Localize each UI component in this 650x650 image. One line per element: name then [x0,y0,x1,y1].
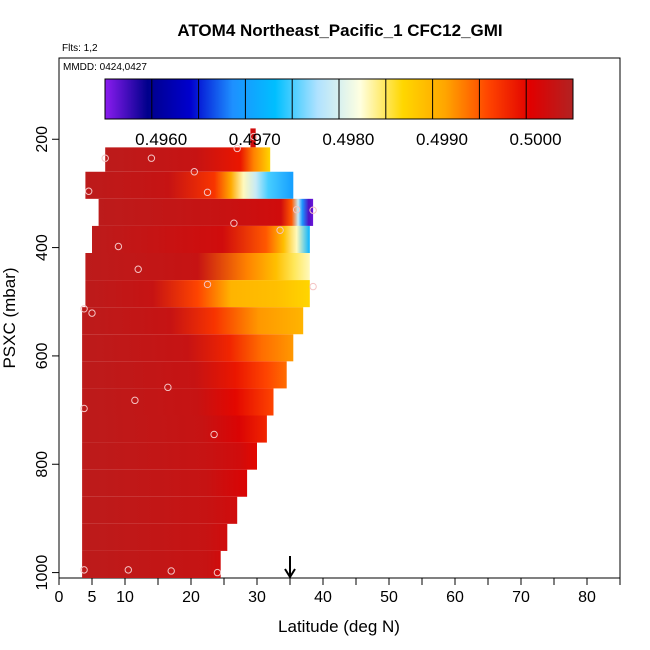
sample-point [131,396,139,405]
colorbar-tick-label: 0.4990 [416,130,468,149]
heatmap-row [92,225,310,253]
sample-point [203,280,212,289]
heatmap-layer [82,128,314,578]
chart-title: ATOM4 Northeast_Pacific_1 CFC12_GMI [177,21,502,40]
x-tick-label: 5 [88,589,97,606]
x-tick-label: 30 [248,589,266,606]
x-tick-label: 20 [182,589,200,606]
heatmap-row [82,523,228,551]
heatmap-row [82,550,221,578]
arrow-head [284,568,296,579]
colorbar-tick-label: 0.4960 [135,130,187,149]
y-tick-label: 1000 [34,555,51,591]
x-tick-label: 0 [55,589,64,606]
sample-point [85,187,93,195]
sample-point [80,305,88,313]
sample-point [167,567,175,575]
sample-point [101,154,109,162]
x-tick-label: 50 [380,589,398,606]
sample-point [124,566,133,574]
x-tick-label: 10 [116,589,134,606]
x-tick-label: 60 [446,589,464,606]
heatmap-row [82,361,287,389]
sample-point [203,188,212,197]
heatmap-row [85,171,294,199]
sample-point [164,383,172,392]
sample-point [80,404,88,413]
sample-point [210,430,218,439]
x-tick-label: 70 [512,589,530,606]
sample-point [230,219,238,227]
x-tick-label: 80 [578,589,596,606]
sample-point [276,226,284,234]
arrow-marker [284,556,296,579]
heatmap-row [250,128,256,148]
heatmap-row [82,388,274,416]
sample-point [250,132,258,141]
flights-label: Flts: 1,2 [62,43,98,54]
y-axis: 200 400 600 800 1000 [34,126,59,591]
heatmap-row [105,147,271,172]
sample-point [88,309,96,317]
colorbar-tick-label: 0.4980 [322,130,374,149]
x-axis: 0 5 10 20 30 40 50 60 70 80 [55,578,621,606]
heatmap-row [82,334,294,362]
y-tick-label: 600 [34,342,51,369]
x-tick-label: 40 [314,589,332,606]
heatmap-row [98,198,314,226]
heatmap-row [82,415,267,443]
sample-point [309,282,317,291]
heatmap-row [82,442,257,470]
colorbar-tick-label: 0.4970 [229,130,281,149]
y-tick-label: 400 [34,234,51,261]
sample-point [213,568,222,577]
colorbar: 0.4960 0.4970 0.4980 0.4990 0.5000 [104,78,574,149]
x-axis-label: Latitude (deg N) [278,617,400,636]
heatmap-row [82,469,248,497]
sample-point [292,205,301,214]
y-tick-label: 200 [34,126,51,153]
heatmap-row [85,280,310,308]
plot-frame [58,57,621,579]
heatmap-row [82,307,304,335]
y-tick-label: 800 [34,451,51,478]
sample-point [147,154,156,162]
mmdd-label: MMDD: 0424,0427 [63,62,147,73]
y-axis-label: PSXC (mbar) [0,267,19,368]
sample-point [114,242,123,251]
heatmap-row [85,253,310,281]
colorbar-tick-label: 0.5000 [510,130,562,149]
sample-point [80,566,88,574]
sample-point [134,265,142,273]
heatmap-row [82,496,238,524]
sample-point [190,168,199,176]
sample-point [233,144,241,153]
sample-points-layer [80,132,317,577]
sample-point [309,206,317,214]
